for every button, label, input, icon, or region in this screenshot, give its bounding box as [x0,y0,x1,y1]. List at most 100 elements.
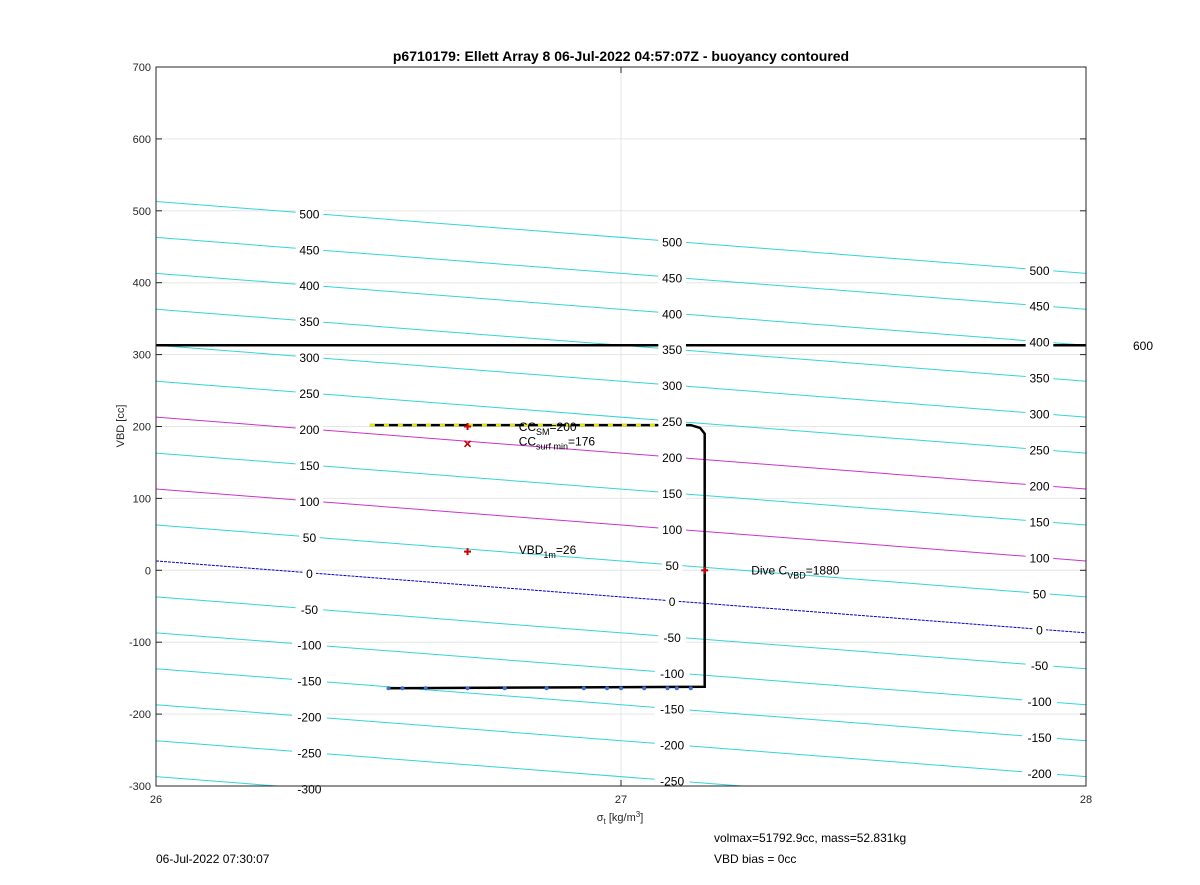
contour-label: 50 [1033,587,1047,601]
contour-label-bg [658,520,686,536]
contour-label-bg [302,564,317,580]
contour-label: 450 [662,271,682,285]
series-point [642,686,647,691]
contour-label-bg [1025,657,1054,673]
contour-label: 0 [306,567,313,581]
contour-label: -100 [1027,695,1051,709]
contour-label-bg [661,556,683,572]
footer-vbd-bias: VBD bias = 0cc [714,852,797,866]
contour-label-bg [295,277,324,293]
contour-label: 250 [299,387,319,401]
contour-label-bg [1025,369,1054,385]
contour-label: 400 [1029,336,1049,350]
contour-label: 100 [299,495,319,509]
contour-label-bg [654,736,690,752]
y-tick-label: -300 [129,781,151,793]
contour-label: 450 [299,243,319,257]
y-tick-label: 300 [133,350,151,362]
contour-label: 300 [299,351,319,365]
annotation: Dive CVBD=1880 [751,563,840,580]
annotation: CCSM=200 [519,420,577,437]
contour-label-bg [654,772,690,788]
footer-timestamp: 06-Jul-2022 07:30:07 [156,852,270,866]
contour-label: 200 [299,423,319,437]
contour-label-bg [295,385,324,401]
contour-label-bg [658,628,686,644]
x-axis-label-close: ] [640,812,643,824]
x-axis-label-unit: [kg/m [606,812,636,824]
contour-label-bg [1025,405,1054,421]
contour-label-bg [1029,585,1050,601]
contour-label-bg [292,780,327,796]
contour-label: 150 [662,487,682,501]
contour-label: 200 [662,451,682,465]
series-point [386,686,391,691]
y-tick-label: 200 [133,422,151,434]
contour-label: 400 [662,307,682,321]
annotation-sub: SM [536,427,550,437]
annotation-value: =26 [556,543,577,557]
series-point [465,686,470,691]
annotation: CCsurf min=176 [519,435,596,452]
chart-title: p6710179: Ellett Array 8 06-Jul-2022 04:… [393,48,849,64]
contour-line [156,560,1086,634]
contour-label-bg [658,269,686,285]
contour-label: 300 [1029,408,1049,422]
series-point [688,686,693,691]
contour-label: -250 [297,747,321,761]
series-point [605,686,610,691]
contour-label-bg [658,377,686,393]
contour-label-bg [292,672,327,688]
contour-label: -50 [663,631,681,645]
contour-label-bg [1025,549,1054,565]
contour-label-bg [295,241,324,257]
contour-label-bg [295,456,324,472]
y-tick-label: 500 [133,206,151,218]
x-tick-label: 28 [1080,794,1092,806]
annotation-main: VBD [519,543,544,557]
contour-label: 350 [662,343,682,357]
contour-label-bg [295,600,324,616]
max-line-label: 600 [1133,339,1153,353]
marker-plus [464,548,472,556]
y-tick-label: 0 [145,565,151,577]
contour-label-bg [658,485,686,501]
contour-label: -250 [660,775,684,789]
contour-label: 200 [1029,479,1049,493]
contour-label: 500 [662,235,682,249]
contour-label: 0 [1036,623,1043,637]
contour-label: -100 [660,667,684,681]
contour-label: 50 [665,559,679,573]
contour-label: 100 [662,523,682,537]
contour-label: 500 [299,207,319,221]
contour-label: 150 [1029,515,1049,529]
contour-label-bg [654,664,690,680]
contour-label: 250 [1029,444,1049,458]
annotation-sub: surf min [536,442,568,452]
y-tick-label: -100 [129,637,151,649]
annotation-main: Dive C [751,563,787,577]
contour-label-bg [658,413,686,429]
contour-label: -150 [1027,731,1051,745]
annotation-value: =176 [568,435,595,449]
contour-label: -200 [297,711,321,725]
x-axis-label-sub: t [604,817,607,826]
contour-label-bg [658,233,686,249]
contour-label-bg [1025,261,1054,277]
contour-label-bg [292,708,327,724]
y-tick-label: 100 [133,493,151,505]
x-tick-label: 27 [615,794,627,806]
y-axis-label: VBD [cc] [115,405,127,448]
annotation-value: =200 [550,420,577,434]
x-tick-label: 26 [150,794,162,806]
contour-label-bg [1025,297,1054,313]
contour-label-bg [1022,693,1057,709]
contour-label: -150 [297,675,321,689]
contour-label: 350 [299,315,319,329]
contour-label: 0 [669,595,676,609]
contour-label: -200 [1027,767,1051,781]
series-point [400,686,405,691]
contour-label-bg [295,313,324,329]
contour-label-bg [295,421,324,437]
